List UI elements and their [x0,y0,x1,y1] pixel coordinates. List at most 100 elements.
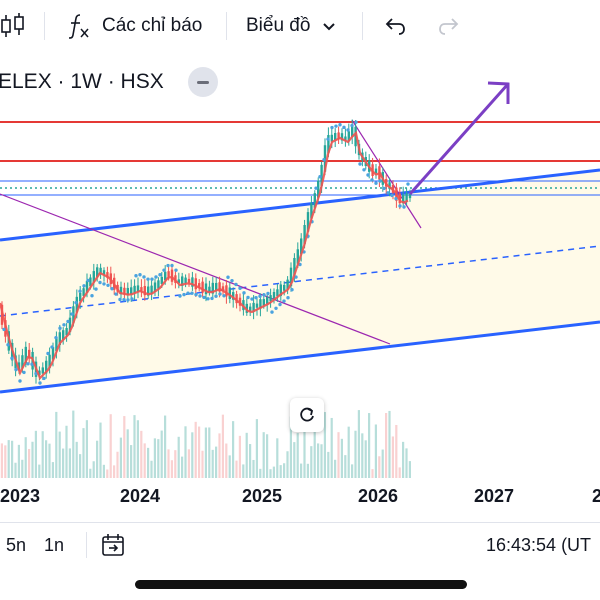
candle-body [123,287,126,295]
volume-bar [143,443,146,478]
candle-body [106,272,109,278]
candle-body [303,225,306,245]
volume-bar [208,427,211,478]
sar-dot [194,292,198,297]
candle-body [272,291,276,299]
sar-dot [126,298,130,302]
volume-bar [34,430,37,478]
volume-bar [201,450,204,478]
volume-bar [215,446,218,478]
volume-bar [11,440,14,478]
sar-dot [242,291,246,295]
channel-upper-line [0,168,600,242]
volume-bar [232,421,235,478]
sar-dot [166,263,170,268]
sar-dot [238,286,242,290]
redo-button[interactable] [436,0,462,52]
channel-lower-line [0,320,600,394]
sar-dot [114,292,118,296]
sar-dot [270,310,274,314]
x-tick-2027: 2027 [474,486,515,506]
sar-dot [182,292,186,297]
sar-dot [10,356,14,360]
sar-dot [66,319,70,324]
candle-body [191,277,194,287]
sar-dot [406,182,410,186]
chart-legend: ELEX · 1W · HSX [0,62,218,102]
volume-bar [228,455,231,478]
volume-bar [133,415,136,478]
sar-dot [6,343,10,347]
candle-body [374,168,378,174]
undo-button[interactable] [382,0,408,52]
volume-histogram [0,410,411,478]
volume-bar [293,442,296,478]
reset-chart-button[interactable] [290,398,324,432]
volume-bar [272,466,275,478]
volume-bar [317,443,320,478]
sar-dot [254,295,258,300]
sar-dot [62,323,66,327]
goto-date-icon [102,534,124,556]
volume-bar [361,433,364,478]
goto-date-button[interactable] [100,523,128,567]
volume-bar [130,445,133,478]
volume-bar [140,430,143,478]
candle-body [143,286,146,296]
indicators-button[interactable]: Các chỉ báo [66,0,202,52]
sar-dot [290,288,294,292]
sar-dot [370,178,374,182]
volume-bar [106,469,109,478]
fx-icon [68,14,89,39]
candle-body [89,277,92,287]
volume-bar [371,469,374,478]
candle-body [51,346,55,360]
sar-dot [142,275,146,279]
volume-bar [300,463,303,478]
volume-bar [357,410,360,478]
range-5y-button[interactable]: 5n [6,534,27,555]
sar-dot [258,294,262,298]
sar-dot [358,162,362,166]
chart-type-button[interactable]: Biểu đồ [246,0,340,52]
projection-arrow-line [408,83,510,195]
volume-bar [123,416,126,478]
clock-timezone[interactable]: 16:43:54 (UT [486,534,592,555]
candle-body [300,238,303,255]
sar-dot [286,296,290,300]
sar-dot [174,268,178,272]
candle-body [252,302,255,312]
sar-dot [170,263,174,268]
range-1y-button[interactable]: 1n [44,534,65,555]
volume-bar [252,459,255,478]
volume-bar [320,444,323,478]
candle-body [41,367,44,374]
candle-body [388,182,391,190]
top-toolbar: Các chỉ báo Biểu đồ [0,0,600,52]
sar-dot [250,297,254,301]
short-downtrend-line [351,119,422,229]
symbol-title[interactable]: ELEX · 1W · HSX [0,70,164,93]
candle-body [21,355,24,369]
sar-dot [314,186,318,190]
volume-bar [14,462,17,478]
sar-dot [398,204,402,208]
volume-bar [136,420,139,478]
candle-body [48,354,51,369]
volume-bar [82,428,85,478]
volume-bar [395,424,398,478]
redo-icon [439,18,459,35]
collapse-legend-button[interactable] [187,67,218,97]
candle-body [255,303,259,308]
price-chart[interactable] [0,58,600,522]
volume-bar [283,463,286,478]
sar-dot [82,284,86,288]
candle-body [157,280,160,289]
sar-dot [294,275,298,279]
sar-dot [98,280,102,285]
volume-bar [276,438,279,478]
volume-bar [405,448,408,478]
candle-body [102,270,106,276]
volume-bar [72,410,75,478]
candles-button[interactable] [0,0,30,52]
